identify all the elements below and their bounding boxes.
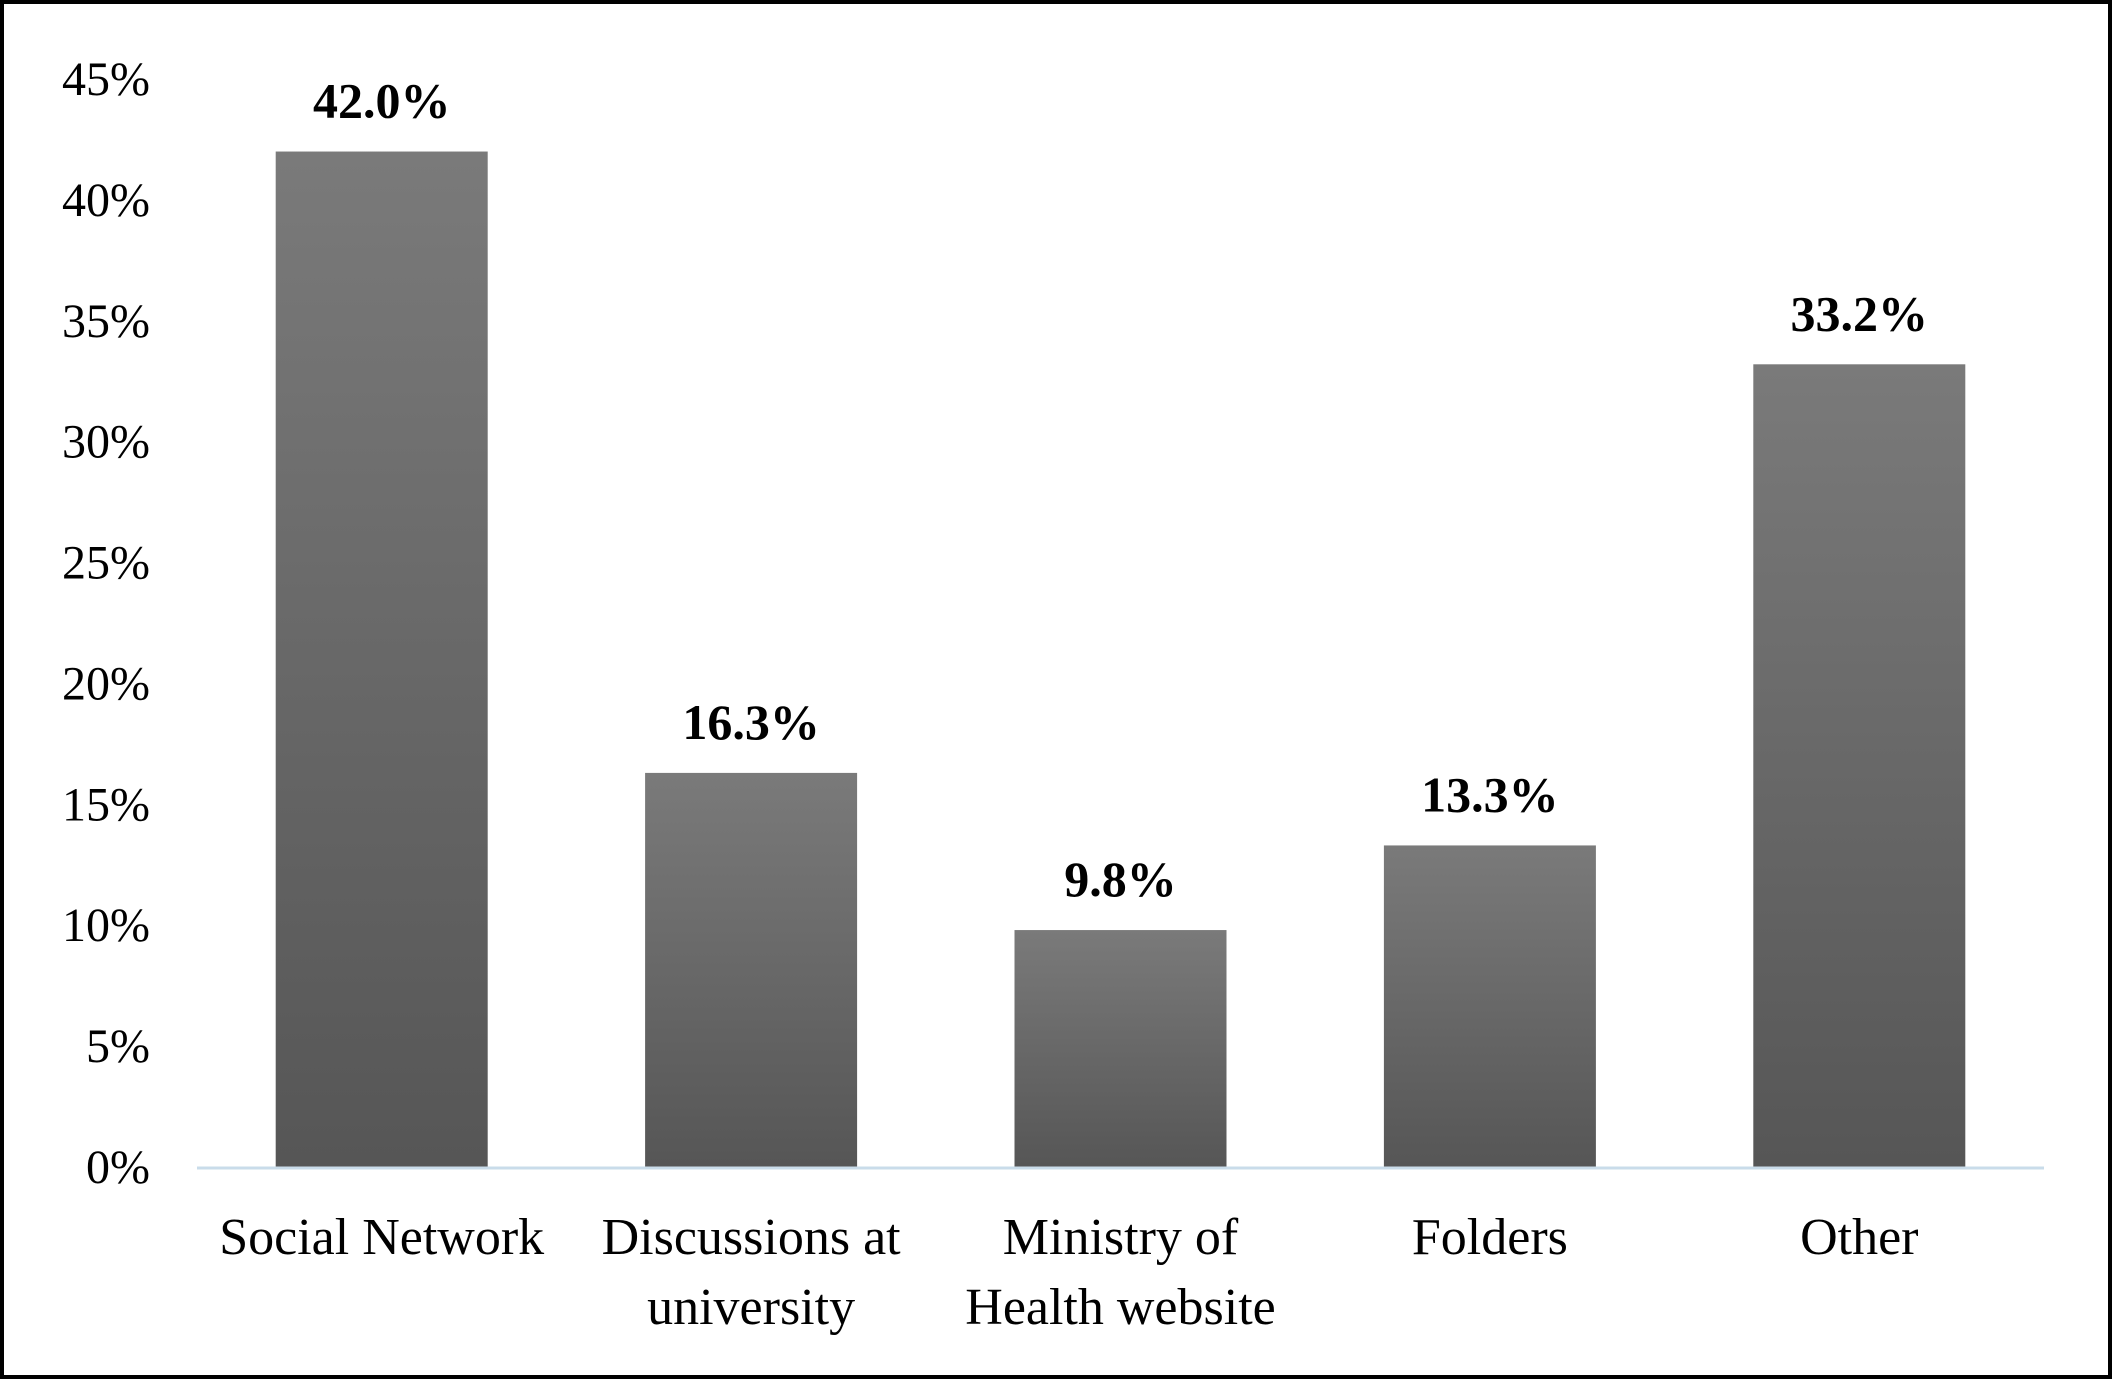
x-tick-label: Health website (965, 1279, 1275, 1336)
data-label: 13.3% (1421, 766, 1559, 822)
bar-chart: 0% 5% 10% 15% 20% 25% 30% 35% 40% 45% 42.0% 16.3% 9… (62, 53, 2044, 1336)
bar (275, 151, 488, 1168)
value-labels: 42.0% 16.3% 9.8% 13.3% 33.2% (313, 73, 1928, 908)
bar (1014, 930, 1227, 1167)
y-tick-label: 30% (62, 416, 150, 469)
x-tick-label: Ministry of (1003, 1209, 1239, 1266)
y-tick-label: 40% (62, 174, 150, 227)
bar (1383, 845, 1596, 1167)
x-tick-label: university (647, 1279, 855, 1336)
y-tick-label: 10% (62, 899, 150, 952)
data-label: 9.8% (1064, 851, 1177, 907)
x-axis: Social Network Discussions at university Mi… (219, 1209, 1918, 1336)
bar (645, 772, 858, 1167)
bar (1753, 364, 1966, 1167)
x-tick-label: Discussions at (602, 1209, 902, 1266)
x-tick-label: Social Network (219, 1209, 544, 1266)
data-label: 33.2% (1791, 285, 1929, 341)
y-tick-label: 20% (62, 657, 150, 710)
y-tick-label: 35% (62, 295, 150, 348)
y-tick-label: 5% (86, 1020, 150, 1073)
x-tick-label: Other (1800, 1209, 1918, 1266)
y-tick-label: 15% (62, 778, 150, 831)
y-tick-label: 25% (62, 537, 150, 590)
y-axis: 0% 5% 10% 15% 20% 25% 30% 35% 40% 45% (62, 53, 150, 1194)
data-label: 16.3% (682, 694, 820, 750)
data-label: 42.0% (313, 73, 451, 129)
bars (275, 151, 1966, 1168)
x-tick-label: Folders (1412, 1209, 1568, 1266)
y-tick-label: 45% (62, 53, 150, 106)
y-tick-label: 0% (86, 1141, 150, 1194)
